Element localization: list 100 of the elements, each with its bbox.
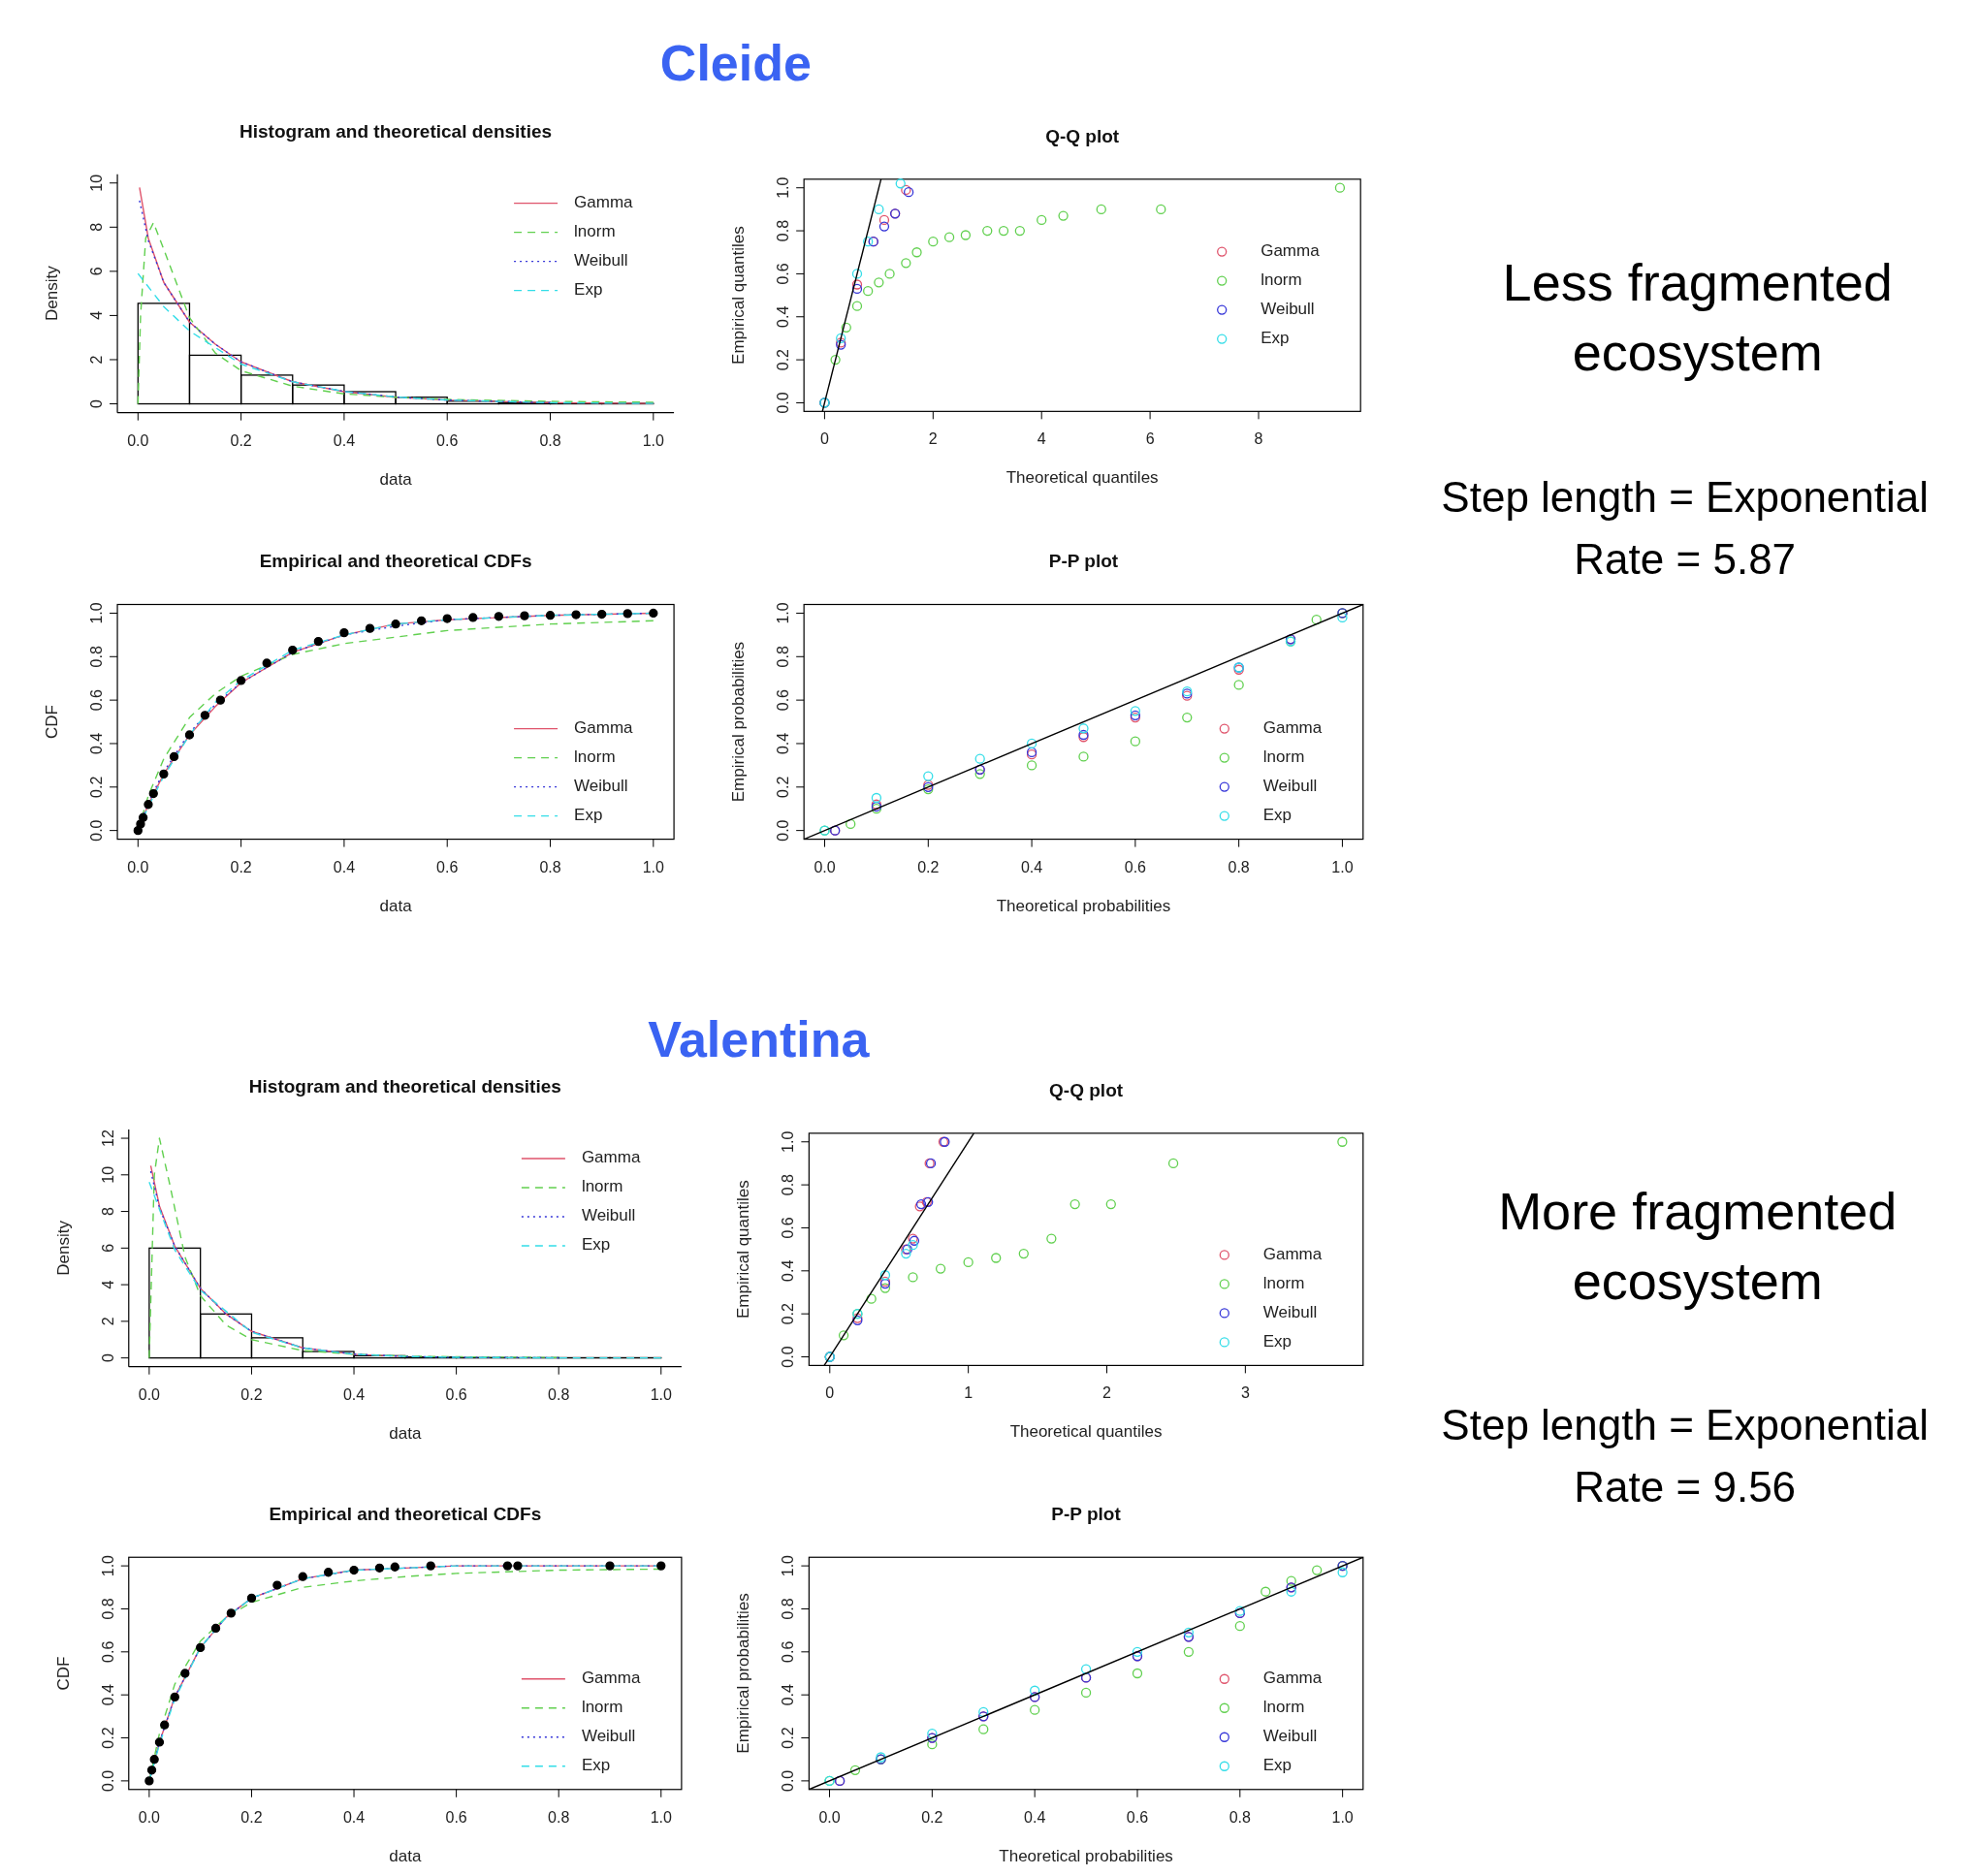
y-tick-label: 0.4 (99, 1683, 116, 1706)
x-axis-title: Theoretical probabilities (999, 1846, 1173, 1865)
x-axis-title: data (389, 1423, 422, 1443)
x-tick-label: 0.8 (539, 431, 561, 449)
x-tick-label: 0.8 (1229, 1808, 1252, 1826)
y-tick-label: 0.2 (775, 348, 792, 371)
legend-label: Weibull (1262, 1302, 1318, 1321)
x-tick-label: 0.4 (342, 1808, 366, 1826)
x-tick-label: 0.0 (818, 1808, 841, 1826)
x-axis-title: data (379, 896, 413, 915)
y-tick-label: 1.0 (780, 1554, 797, 1577)
x-tick-label: 0.6 (1126, 1808, 1149, 1826)
legend-label: Gamma (581, 1669, 641, 1688)
x-tick-label: 6 (1145, 430, 1155, 448)
x-tick-label: 0.2 (917, 858, 940, 875)
x-tick-label: 0.4 (333, 431, 356, 449)
x-tick-label: 0.6 (436, 858, 459, 875)
chart-title: P-P plot (1048, 551, 1119, 572)
y-axis-title: CDF (43, 705, 62, 740)
x-tick-label: 0.2 (230, 431, 252, 449)
y-tick-label: 0.8 (88, 646, 106, 668)
x-tick-label: 0.8 (1228, 858, 1250, 875)
legend-label: Weibull (1262, 777, 1318, 796)
x-tick-label: 1.0 (1331, 858, 1354, 875)
legend-label: Gamma (574, 193, 634, 212)
y-tick-label: 0.0 (775, 819, 792, 842)
y-tick-label: 4 (99, 1280, 116, 1289)
y-axis-title: Density (43, 265, 62, 321)
y-tick-label: 6 (99, 1243, 116, 1253)
x-tick-label: 0.0 (814, 858, 836, 875)
x-tick-label: 2 (928, 430, 938, 448)
y-tick-label: 0.8 (780, 1173, 797, 1196)
x-tick-label: 0.8 (539, 858, 561, 875)
x-tick-label: 0.2 (240, 1385, 263, 1403)
x-tick-label: 0.0 (127, 858, 149, 875)
x-tick-label: 0.0 (138, 1808, 161, 1826)
text: Less fragmented ecosystem (1502, 253, 1893, 382)
legend-label: Weibull (581, 1727, 636, 1746)
text: Rate = 9.56 (1574, 1462, 1797, 1510)
y-tick-label: 0.2 (780, 1302, 797, 1325)
legend-label: Weibull (574, 777, 628, 796)
text: More fragmented ecosystem (1498, 1182, 1898, 1311)
legend-label: lnorm (1261, 270, 1302, 290)
x-tick-label: 1 (964, 1384, 974, 1402)
x-tick-label: 0.2 (230, 858, 252, 875)
x-tick-label: 0.6 (1124, 858, 1147, 875)
y-tick-label: 0.2 (99, 1727, 116, 1749)
text: Step length = Exponential (1441, 1400, 1930, 1448)
y-tick-label: 0.2 (780, 1727, 797, 1749)
y-tick-label: 0.6 (775, 688, 792, 712)
y-tick-label: 4 (88, 310, 106, 320)
x-tick-label: 0 (825, 1384, 835, 1402)
y-tick-label: 0.4 (775, 305, 792, 328)
y-tick-label: 0.6 (775, 263, 792, 285)
chart-title: Empirical and theoretical CDFs (259, 551, 532, 572)
legend-label: Exp (1262, 1756, 1293, 1775)
legend-label: Weibull (1261, 300, 1315, 319)
legend-label: Gamma (1261, 241, 1321, 261)
y-tick-label: 0.0 (780, 1769, 797, 1793)
x-tick-label: 1.0 (1331, 1808, 1354, 1826)
x-axis-title: Theoretical quantiles (1005, 468, 1159, 488)
chart-title: Q-Q plot (1049, 1079, 1124, 1100)
x-tick-label: 0.8 (548, 1385, 570, 1403)
x-axis-title: data (379, 469, 413, 489)
x-tick-label: 8 (1254, 430, 1263, 448)
y-tick-label: 1.0 (775, 176, 792, 199)
x-tick-label: 0.6 (445, 1808, 467, 1826)
text: Cleide (659, 34, 812, 91)
y-tick-label: 1.0 (88, 602, 106, 624)
legend-label: lnorm (574, 747, 616, 767)
chart-title: Histogram and theoretical densities (239, 120, 553, 142)
legend-label: Exp (574, 280, 603, 300)
y-tick-label: 0.0 (99, 1769, 116, 1793)
y-tick-label: 2 (88, 355, 106, 365)
legend-label: Gamma (1262, 1669, 1323, 1688)
y-tick-label: 0.8 (99, 1598, 116, 1620)
legend-label: Weibull (1262, 1727, 1318, 1746)
x-tick-label: 0.4 (333, 858, 356, 875)
legend-label: lnorm (574, 222, 616, 241)
y-tick-label: 0.4 (88, 732, 106, 755)
chart-title: Histogram and theoretical densities (248, 1075, 561, 1097)
legend-label: Gamma (1262, 1244, 1323, 1263)
y-tick-label: 1.0 (775, 602, 792, 624)
y-axis-title: Empirical quantiles (729, 226, 749, 365)
y-tick-label: 0.2 (88, 776, 106, 798)
legend-label: Gamma (1262, 718, 1323, 738)
y-axis-title: CDF (53, 1656, 73, 1691)
chart-title: Q-Q plot (1045, 125, 1120, 146)
y-tick-label: 10 (88, 174, 106, 192)
y-tick-label: 10 (99, 1165, 116, 1184)
y-axis-title: Empirical probabilities (729, 641, 749, 803)
x-tick-label: 1.0 (650, 1385, 672, 1403)
x-tick-label: 0.6 (436, 431, 459, 449)
y-axis-title: Empirical probabilities (734, 1593, 753, 1754)
x-tick-label: 0.2 (240, 1808, 263, 1826)
y-tick-label: 1.0 (780, 1130, 797, 1153)
y-tick-label: 0.2 (775, 776, 792, 798)
x-tick-label: 0.0 (138, 1385, 161, 1403)
legend-label: Weibull (581, 1206, 636, 1225)
chart-title: P-P plot (1051, 1504, 1122, 1525)
